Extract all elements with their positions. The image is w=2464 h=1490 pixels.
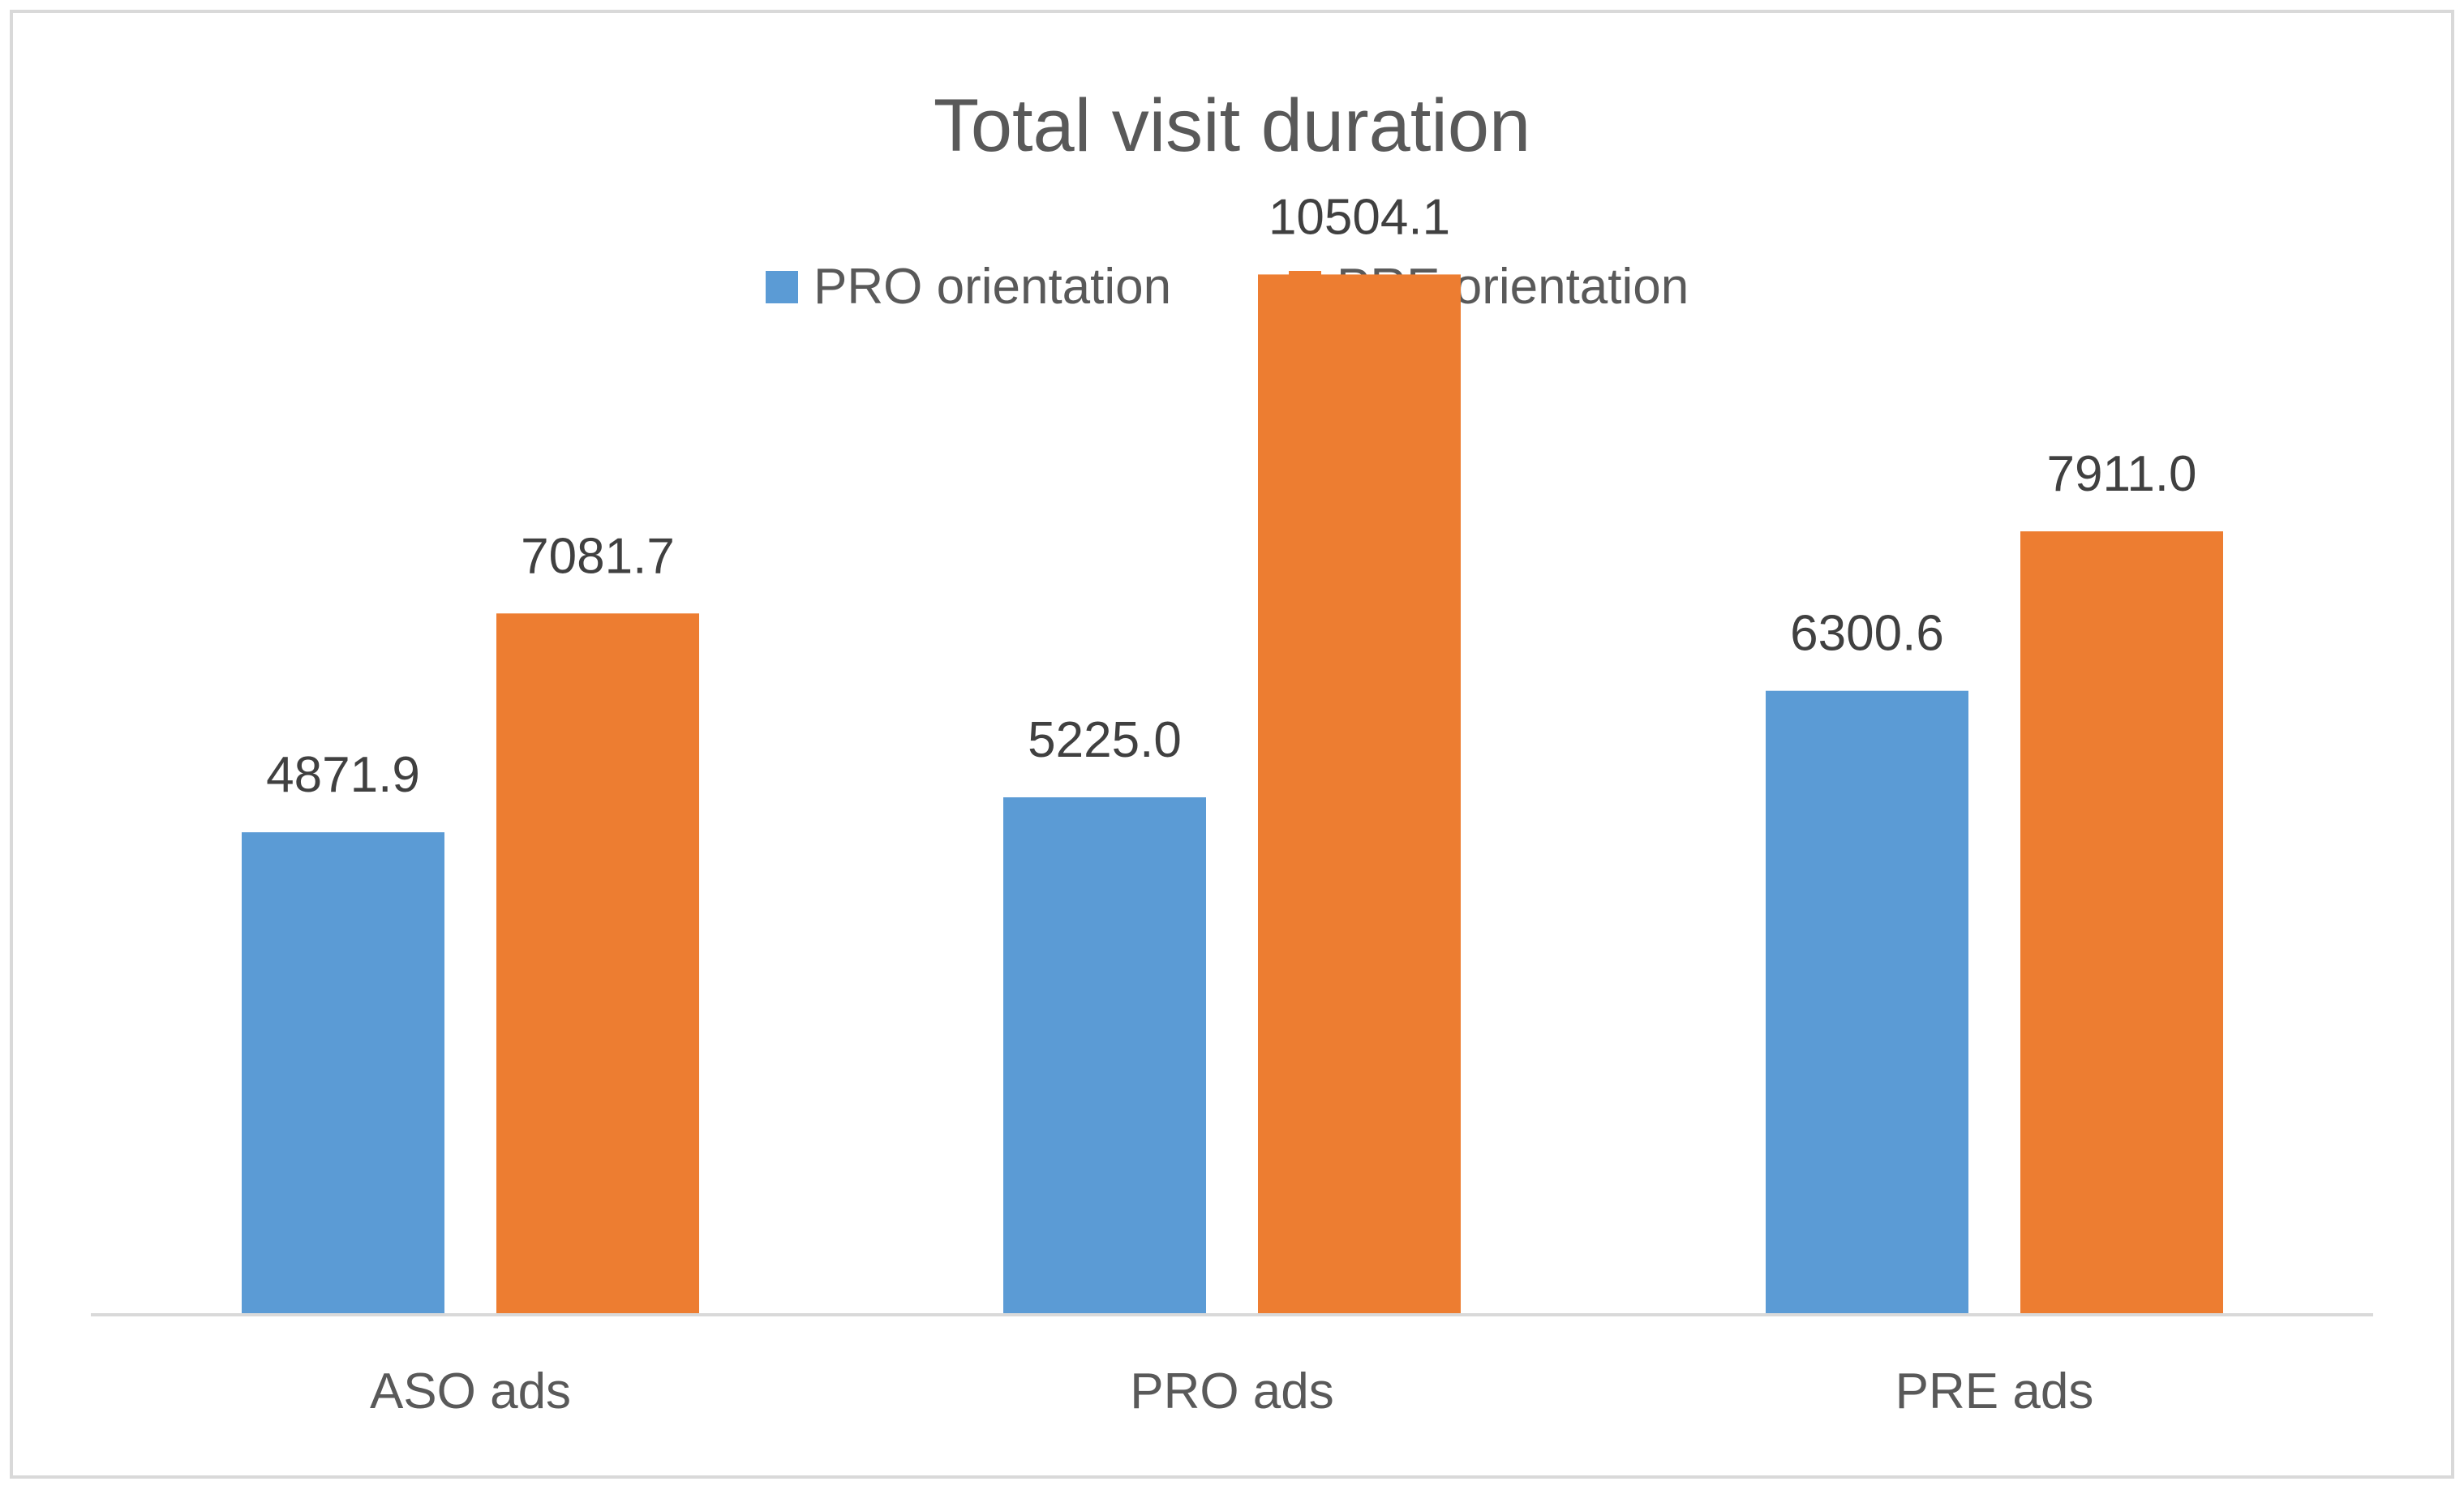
- data-label-3-2: 7911.0: [2046, 446, 2196, 502]
- chart-legend: PRO orientation PRE orientation: [766, 259, 1689, 315]
- bar-3-1: [1766, 690, 1968, 1315]
- value-labels: 4871.9 7081.7 5225.0 10504.1 6300.6 7911.0: [266, 189, 2196, 803]
- bar-1-1: [242, 832, 444, 1315]
- data-label-2-2: 10504.1: [1268, 189, 1450, 245]
- legend-label-1: PRO orientation: [813, 259, 1171, 315]
- bar-2-1: [1003, 797, 1206, 1315]
- category-label-2: PRO ads: [1130, 1363, 1334, 1419]
- bar-1-2: [496, 613, 699, 1315]
- bar-group: [242, 274, 2223, 1315]
- chart-title: Total visit duration: [934, 84, 1530, 167]
- data-label-2-1: 5225.0: [1028, 712, 1182, 768]
- legend-swatch-1: [766, 271, 798, 303]
- category-labels: ASO ads PRO ads PRE ads: [370, 1363, 2093, 1419]
- data-label-1-2: 7081.7: [521, 528, 675, 584]
- category-label-3: PRE ads: [1895, 1363, 2094, 1419]
- data-label-1-1: 4871.9: [266, 747, 420, 803]
- bar-3-2: [2020, 531, 2223, 1315]
- category-label-1: ASO ads: [370, 1363, 571, 1419]
- bar-2-2: [1258, 274, 1461, 1315]
- data-label-3-1: 6300.6: [1790, 606, 1944, 662]
